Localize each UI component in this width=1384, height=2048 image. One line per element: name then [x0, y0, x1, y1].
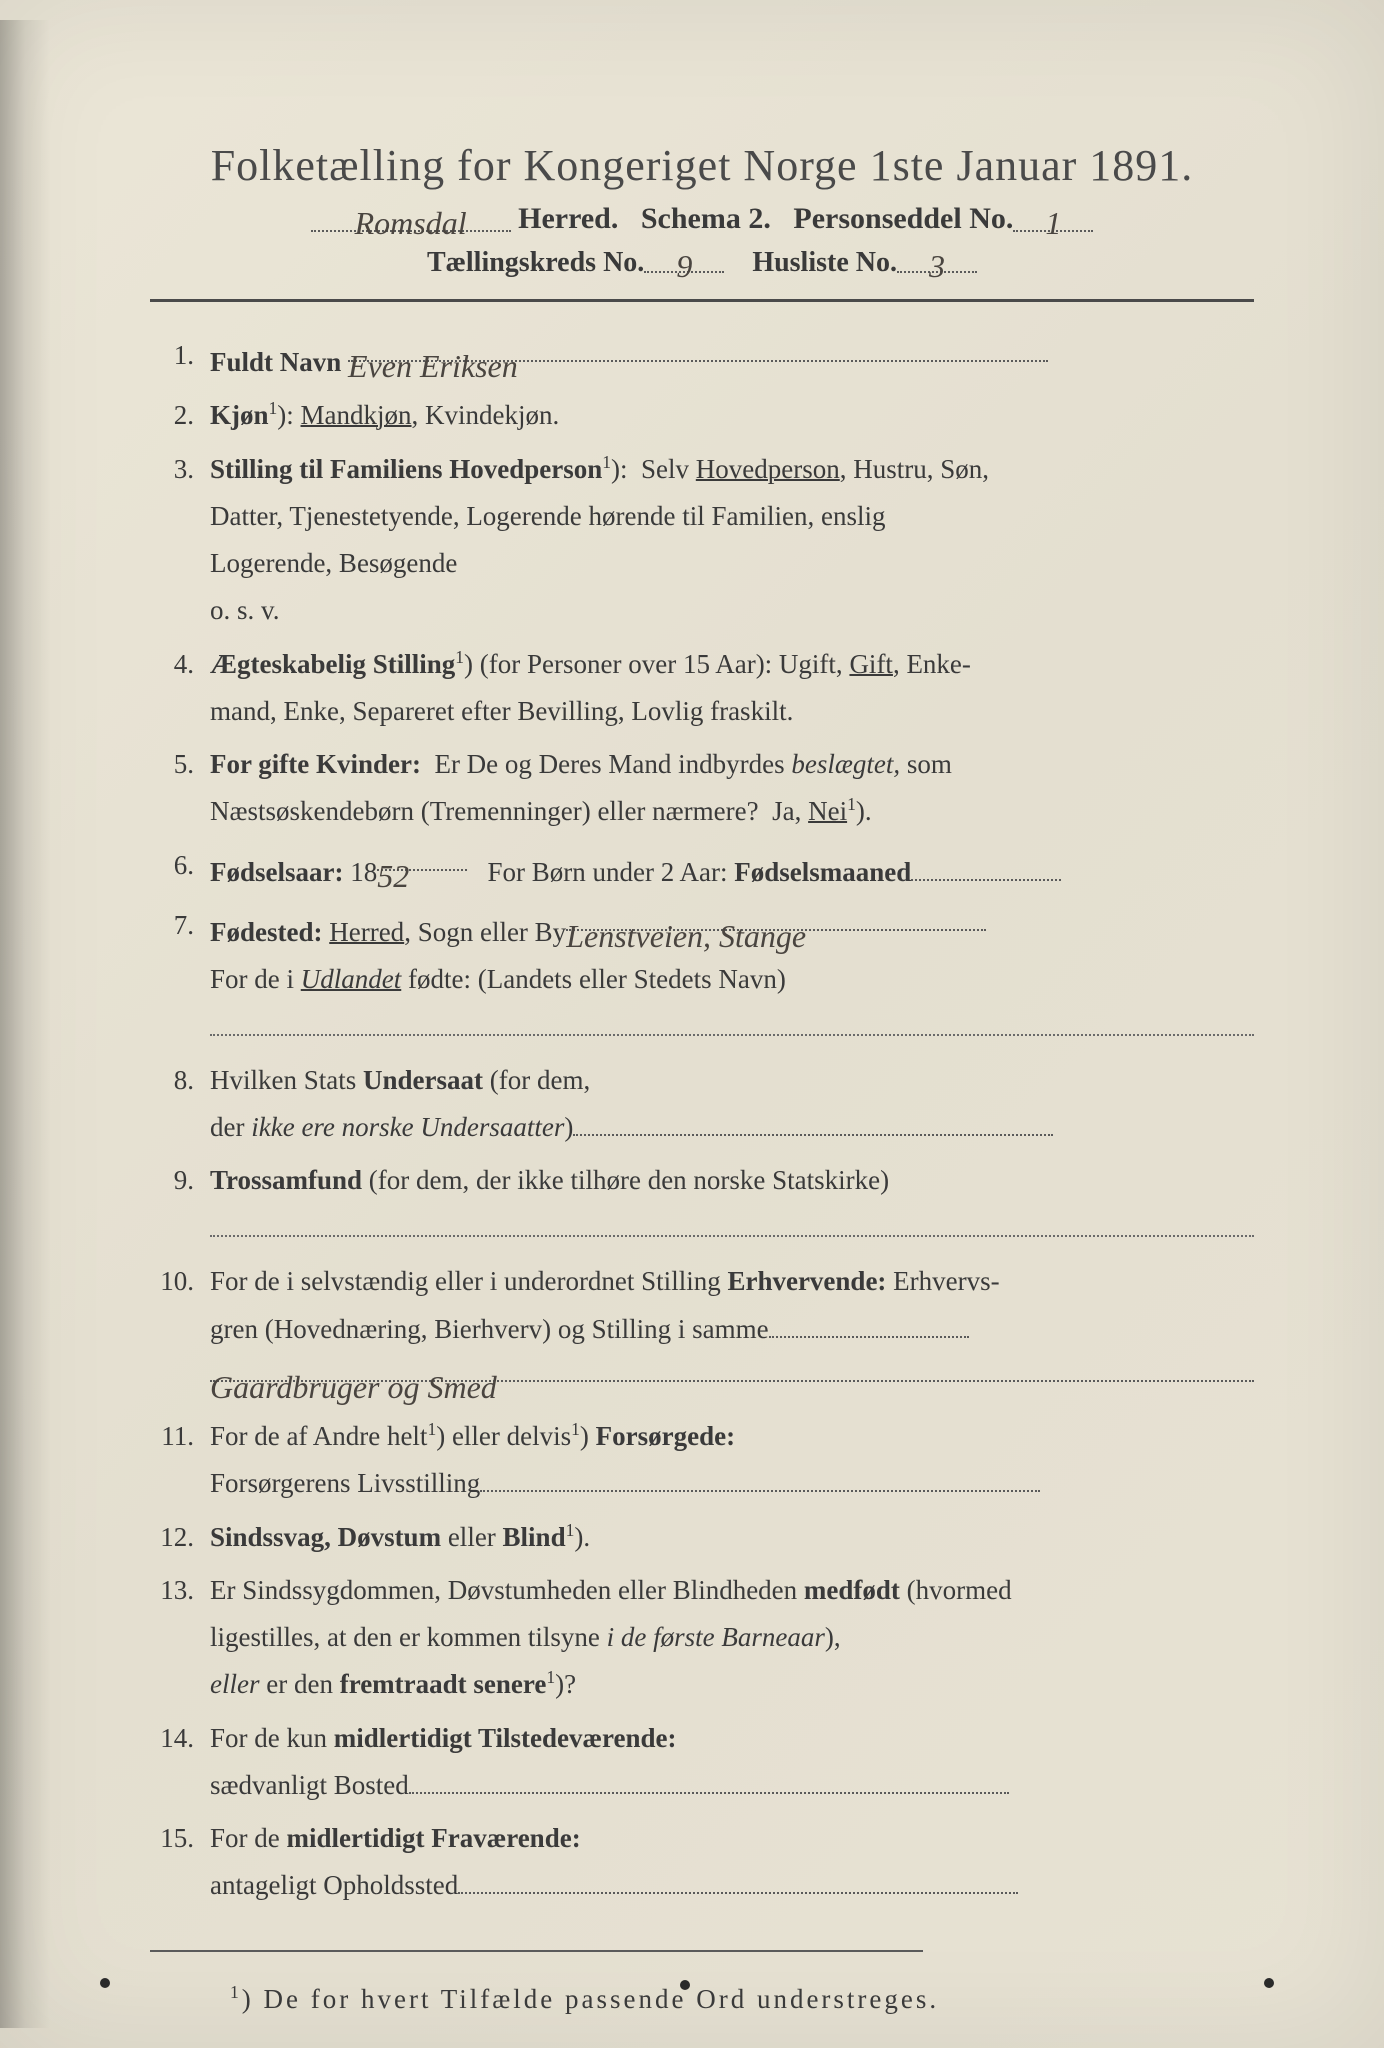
item-8: 8. Hvilken Stats Undersaat (for dem, der… [150, 1057, 1254, 1152]
item-3: 3. Stilling til Familiens Hovedperson1):… [150, 446, 1254, 635]
birthmonth-field [911, 851, 1061, 881]
sex-selected: Mandkjøn [301, 400, 412, 430]
item-13: 13. Er Sindssygdommen, Døvstumheden elle… [150, 1567, 1254, 1709]
birthplace-field: Lenstveien, Stange [566, 902, 986, 932]
whereabouts-field [458, 1865, 1018, 1895]
item-9: 9. Trossamfund (for dem, der ikke tilhør… [150, 1157, 1254, 1252]
kreds-field: 9 [644, 242, 724, 273]
occupation-field: Gaardbruger og Smed [210, 1353, 1254, 1383]
item-6: 6. Fødselsaar: 1852 For Børn under 2 Aar… [150, 842, 1254, 896]
item-15: 15. For de midlertidigt Fraværende: anta… [150, 1815, 1254, 1910]
subtitle-row-2: Tællingskreds No.9 Husliste No.3 [150, 242, 1254, 279]
husliste-field: 3 [897, 242, 977, 273]
foreign-birth-field [210, 1003, 1254, 1035]
item-7: 7. Fødested: Herred, Sogn eller ByLenstv… [150, 902, 1254, 1051]
birthyear-field: 52 [377, 842, 467, 872]
speck-icon [1264, 1978, 1274, 1988]
name-field: Even Eriksen [348, 332, 1048, 362]
subtitle-row-1: Romsdal Herred. Schema 2. Personseddel N… [150, 199, 1254, 236]
item-11: 11. For de af Andre helt1) eller delvis1… [150, 1413, 1254, 1508]
item-12: 12. Sindssvag, Døvstum eller Blind1). [150, 1514, 1254, 1561]
related-selected: Nei [808, 796, 847, 826]
item-2: 2. Kjøn1): Mandkjøn, Kvindekjøn. [150, 392, 1254, 439]
form-header: Folketælling for Kongeriget Norge 1ste J… [150, 140, 1254, 279]
position-selected: Hovedperson [696, 454, 840, 484]
item-10: 10. For de i selvstændig eller i underor… [150, 1258, 1254, 1407]
divider-top [150, 299, 1254, 302]
speck-icon [680, 1980, 690, 1990]
form-body: 1. Fuldt Navn Even Eriksen 2. Kjøn1): Ma… [150, 332, 1254, 1910]
religion-field [210, 1205, 1254, 1237]
divider-bottom [150, 1950, 923, 1952]
footnote: 1) De for hvert Tilfælde passende Ord un… [230, 1982, 1254, 2015]
provider-field [480, 1463, 1040, 1493]
herred-field: Romsdal [311, 199, 511, 232]
usual-residence-field [409, 1764, 1009, 1794]
item-14: 14. For de kun midlertidigt Tilstedevære… [150, 1715, 1254, 1810]
birthplace-type: Herred [329, 917, 404, 947]
census-form-page: Folketælling for Kongeriget Norge 1ste J… [0, 0, 1384, 2048]
personseddel-field: 1 [1013, 199, 1093, 232]
main-title: Folketælling for Kongeriget Norge 1ste J… [150, 140, 1254, 191]
citizenship-field [573, 1106, 1053, 1136]
item-5: 5. For gifte Kvinder: Er De og Deres Man… [150, 741, 1254, 836]
item-4: 4. Ægteskabelig Stilling1) (for Personer… [150, 641, 1254, 736]
marital-selected: Gift [849, 649, 893, 679]
speck-icon [100, 1978, 110, 1988]
item-1: 1. Fuldt Navn Even Eriksen [150, 332, 1254, 386]
